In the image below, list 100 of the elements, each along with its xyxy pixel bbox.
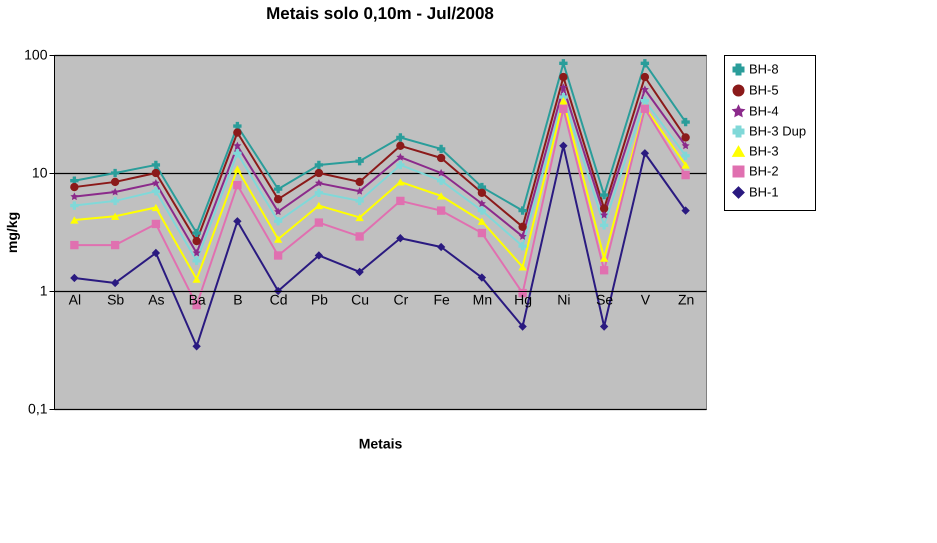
point — [274, 195, 282, 204]
point — [70, 216, 79, 224]
point — [559, 83, 568, 91]
point — [600, 210, 608, 218]
point — [314, 168, 324, 178]
point — [478, 228, 486, 238]
point — [152, 220, 160, 228]
point — [355, 214, 364, 222]
point — [110, 178, 120, 186]
point — [314, 202, 324, 210]
point — [681, 133, 690, 142]
point — [152, 248, 160, 258]
y-tick-label: 10 — [32, 164, 48, 180]
point — [233, 128, 242, 137]
point — [559, 72, 568, 82]
point — [355, 156, 364, 166]
legend-label: BH-8 — [749, 62, 779, 76]
x-tick-label: Cr — [393, 292, 409, 308]
point — [110, 278, 120, 288]
point — [518, 263, 527, 271]
x-tick-label: As — [148, 292, 165, 308]
y-tick-label: 1 — [40, 282, 48, 298]
point — [518, 222, 527, 231]
y-tick-label: 100 — [24, 46, 48, 62]
point — [396, 142, 405, 150]
point — [600, 266, 608, 274]
point — [396, 234, 405, 242]
point — [70, 201, 79, 210]
point — [559, 59, 568, 68]
point — [192, 228, 201, 238]
point — [110, 212, 120, 220]
point — [681, 152, 690, 160]
point — [559, 97, 568, 104]
point — [640, 72, 650, 82]
point — [640, 96, 650, 105]
x-tick-label: Cu — [351, 292, 370, 308]
point — [314, 218, 324, 227]
x-tick-label: Ba — [188, 292, 206, 308]
point — [436, 154, 446, 162]
point — [152, 160, 160, 170]
point — [355, 196, 364, 206]
point — [314, 160, 324, 170]
point — [436, 242, 446, 252]
point — [518, 242, 527, 250]
point — [152, 187, 160, 196]
point — [233, 149, 242, 158]
x-tick-label: Pb — [310, 292, 328, 308]
point — [70, 192, 78, 200]
point — [478, 206, 486, 215]
point — [681, 206, 690, 215]
point — [396, 160, 405, 170]
point — [396, 153, 404, 161]
point — [478, 273, 486, 282]
point — [600, 204, 608, 213]
point — [640, 59, 650, 68]
point — [314, 251, 324, 260]
x-tick-label: Fe — [433, 292, 450, 308]
point — [600, 221, 608, 230]
point — [356, 187, 364, 195]
point — [396, 133, 405, 142]
x-axis-title: Metais — [358, 436, 402, 452]
point — [681, 170, 690, 180]
point — [478, 188, 486, 197]
chart-title: Metais solo 0,10m - Jul/2008 — [266, 4, 494, 23]
point — [233, 165, 242, 173]
point — [518, 322, 527, 331]
point — [274, 236, 282, 243]
point — [436, 176, 446, 185]
point — [274, 217, 282, 226]
legend-label: BH-5 — [749, 82, 779, 98]
point — [559, 104, 568, 113]
point — [640, 149, 650, 158]
point — [70, 182, 79, 192]
point — [518, 232, 527, 240]
point — [518, 206, 527, 215]
point — [355, 232, 364, 241]
point — [70, 240, 79, 250]
point — [152, 168, 160, 178]
x-tick-label: Mn — [472, 292, 492, 308]
point — [640, 85, 649, 93]
y-axis-title: mg/kg — [4, 212, 20, 254]
point — [681, 161, 690, 169]
legend-label: BH-3 Dup — [749, 124, 806, 138]
x-tick-label: V — [640, 292, 651, 308]
point — [233, 142, 242, 150]
x-tick-label: Cd — [270, 292, 288, 308]
x-tick-label: Ni — [557, 292, 570, 308]
point — [110, 168, 120, 178]
x-tick-label: Sb — [107, 292, 124, 308]
x-tick-label: B — [233, 292, 243, 308]
point — [192, 248, 201, 256]
point — [314, 178, 323, 187]
legend-label: BH-3 — [749, 144, 779, 158]
legend-label: BH-4 — [749, 104, 779, 118]
point — [396, 196, 405, 206]
point — [274, 208, 282, 216]
point — [152, 178, 160, 187]
point — [152, 204, 160, 212]
legend-label: BH-1 — [749, 184, 779, 200]
point — [192, 256, 201, 266]
